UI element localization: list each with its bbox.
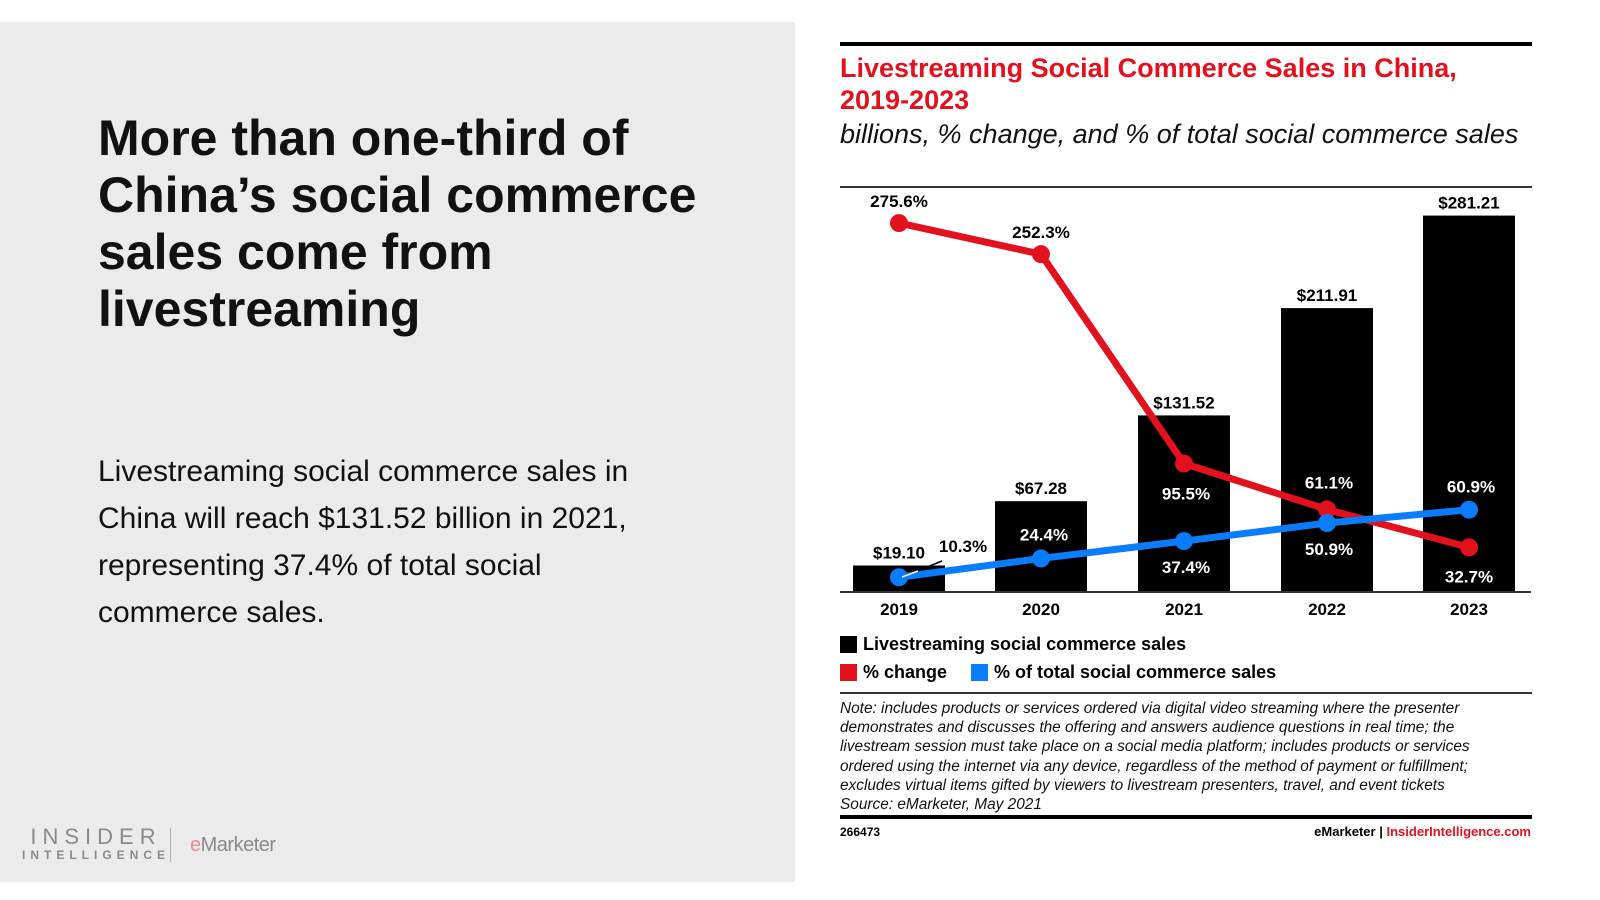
- line-point-1: [1318, 500, 1336, 519]
- legend-item-sales: Livestreaming social commerce sales: [840, 634, 1186, 655]
- bar-value-label: $211.91: [1297, 286, 1358, 305]
- bar-value-label: $281.21: [1438, 194, 1499, 213]
- legend-label: Livestreaming social commerce sales: [863, 634, 1187, 654]
- x-tick-label: 2019: [880, 600, 918, 619]
- change-label: 95.5%: [1162, 485, 1210, 504]
- logo-line2: INTELLIGENCE: [22, 848, 171, 862]
- bar-value-label: $19.10: [873, 544, 925, 563]
- bar-value-label: $131.52: [1153, 393, 1214, 412]
- line-point-2: [1460, 500, 1478, 519]
- change-label: 252.3%: [1012, 223, 1070, 242]
- change-label: 61.1%: [1305, 473, 1353, 492]
- bar-2020: [995, 501, 1087, 591]
- line-point-2: [890, 568, 908, 587]
- legend-swatch: [971, 664, 988, 681]
- line-point-2: [1318, 514, 1336, 533]
- note-line: ordered using the internet via any devic…: [840, 757, 1468, 775]
- share-label: 60.9%: [1447, 478, 1495, 497]
- bar-2023: [1423, 215, 1515, 591]
- bar-2022: [1281, 308, 1373, 591]
- x-tick-label: 2023: [1450, 600, 1488, 619]
- change-label: 275.6%: [870, 192, 928, 211]
- chart-top-bar: [840, 42, 1532, 46]
- note-divider: [840, 692, 1532, 694]
- chart-title: Livestreaming Social Commerce Sales in C…: [840, 53, 1457, 115]
- line-point-1: [1460, 538, 1478, 557]
- logo-e: e: [190, 834, 201, 856]
- line-point-1: [1032, 245, 1050, 264]
- emarketer-logo: eMarketer: [190, 834, 276, 857]
- legend-label: % of total social commerce sales: [994, 662, 1277, 682]
- share-label: 24.4%: [1020, 525, 1068, 544]
- share-label: 10.3%: [939, 537, 987, 556]
- chart-source: Source: eMarketer, May 2021: [840, 796, 1042, 814]
- footer-bar: [840, 815, 1532, 819]
- legend-item-change: % change: [840, 662, 947, 683]
- legend-label: % change: [863, 662, 948, 682]
- note-line: demonstrates and discusses the offering …: [840, 719, 1455, 737]
- line-point-2: [1032, 549, 1050, 568]
- slide-headline: More than one-third of China’s social co…: [98, 110, 697, 337]
- line-point-1: [1175, 454, 1193, 473]
- chart-subtitle: billions, % change, and % of total socia…: [840, 119, 1519, 149]
- footer-separator: |: [1379, 824, 1383, 839]
- bar-2021: [1138, 415, 1230, 591]
- change-label: 32.7%: [1445, 567, 1493, 586]
- logo-line1: INSIDER: [30, 824, 162, 849]
- legend-item-share: % of total social commerce sales: [971, 662, 1276, 683]
- chart-note: Note: includes products or services orde…: [840, 699, 1540, 814]
- share-label: 37.4%: [1162, 558, 1210, 577]
- slide-body: Livestreaming social commerce sales in C…: [98, 455, 629, 629]
- note-line: Note: includes products or services orde…: [840, 700, 1460, 717]
- x-tick-label: 2022: [1308, 600, 1346, 619]
- legend-swatch: [840, 636, 857, 653]
- share-label: 50.9%: [1305, 540, 1353, 559]
- x-tick-label: 2020: [1022, 600, 1060, 619]
- footer-site-link[interactable]: InsiderIntelligence.com: [1386, 824, 1532, 839]
- line-point-1: [890, 214, 908, 233]
- chart-id: 266473: [840, 825, 881, 839]
- bar-value-label: $67.28: [1015, 479, 1067, 498]
- insider-intelligence-logo: INSIDER INTELLIGENCE: [22, 824, 171, 863]
- logo-rest: Marketer: [200, 834, 276, 856]
- footer-brand: eMarketer | InsiderIntelligence.com: [1314, 824, 1531, 839]
- label-leader-line: [901, 570, 919, 578]
- note-line: livestream session must take place on a …: [840, 738, 1470, 756]
- subtitle-divider: [840, 186, 1532, 188]
- left-panel: [0, 22, 795, 882]
- footer-emarketer: eMarketer: [1314, 824, 1376, 839]
- logo-divider: [170, 828, 171, 862]
- legend-swatch: [840, 664, 857, 681]
- line-point-2: [1175, 532, 1193, 551]
- x-tick-label: 2021: [1165, 600, 1203, 619]
- note-line: excludes virtual items gifted by viewers…: [840, 776, 1445, 794]
